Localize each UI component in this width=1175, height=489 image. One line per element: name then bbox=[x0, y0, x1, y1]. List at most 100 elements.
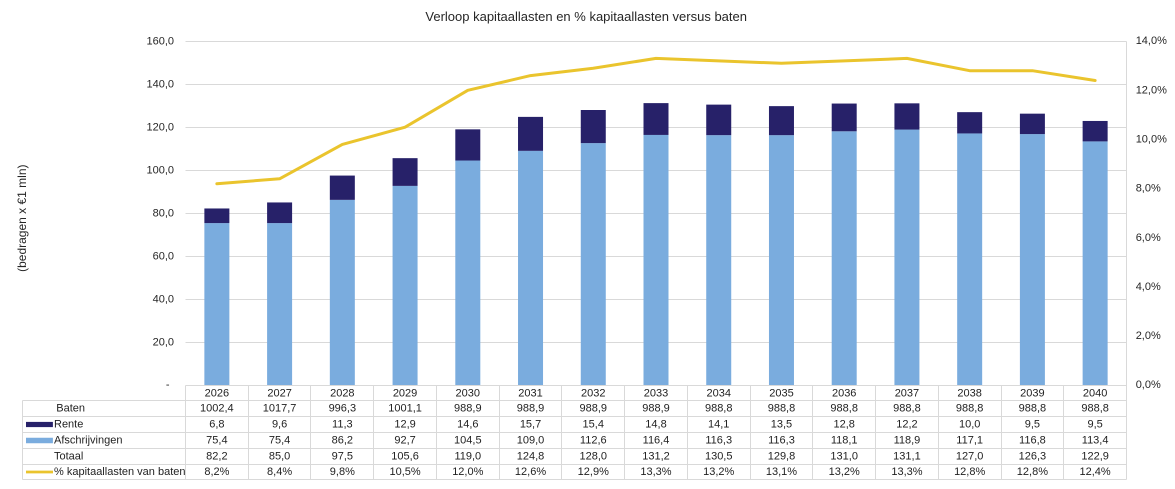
svg-text:10,0: 10,0 bbox=[959, 419, 980, 431]
svg-text:14,8: 14,8 bbox=[645, 419, 666, 431]
svg-text:12,8: 12,8 bbox=[833, 419, 854, 431]
svg-text:105,6: 105,6 bbox=[391, 451, 419, 463]
svg-text:4,0%: 4,0% bbox=[1136, 281, 1161, 293]
svg-text:15,4: 15,4 bbox=[583, 419, 604, 431]
svg-text:112,6: 112,6 bbox=[580, 435, 607, 447]
svg-text:2031: 2031 bbox=[518, 388, 542, 400]
svg-text:104,5: 104,5 bbox=[454, 435, 482, 447]
svg-text:118,9: 118,9 bbox=[894, 435, 921, 447]
svg-text:2036: 2036 bbox=[832, 388, 856, 400]
svg-text:131,1: 131,1 bbox=[893, 451, 921, 463]
svg-text:988,8: 988,8 bbox=[768, 403, 796, 415]
svg-text:10,5%: 10,5% bbox=[389, 466, 420, 478]
svg-text:131,0: 131,0 bbox=[830, 451, 858, 463]
svg-text:160,0: 160,0 bbox=[146, 36, 174, 48]
svg-text:15,7: 15,7 bbox=[520, 419, 541, 431]
svg-text:124,8: 124,8 bbox=[517, 451, 545, 463]
svg-text:12,4%: 12,4% bbox=[1080, 466, 1111, 478]
svg-text:2039: 2039 bbox=[1020, 388, 1044, 400]
svg-text:-: - bbox=[166, 379, 170, 391]
svg-text:126,3: 126,3 bbox=[1019, 451, 1047, 463]
svg-text:85,0: 85,0 bbox=[269, 451, 290, 463]
svg-text:Afschrijvingen: Afschrijvingen bbox=[54, 435, 122, 447]
svg-text:60,0: 60,0 bbox=[153, 251, 174, 263]
svg-text:988,8: 988,8 bbox=[830, 403, 858, 415]
svg-text:140,0: 140,0 bbox=[146, 79, 174, 91]
svg-text:9,5: 9,5 bbox=[1025, 419, 1040, 431]
svg-text:14,6: 14,6 bbox=[457, 419, 478, 431]
svg-text:988,8: 988,8 bbox=[1019, 403, 1047, 415]
svg-text:12,9: 12,9 bbox=[394, 419, 415, 431]
svg-text:6,8: 6,8 bbox=[209, 419, 224, 431]
svg-text:988,8: 988,8 bbox=[1081, 403, 1109, 415]
svg-text:9,5: 9,5 bbox=[1087, 419, 1102, 431]
svg-text:% kapitaallasten van baten: % kapitaallasten van baten bbox=[54, 466, 185, 478]
svg-text:988,9: 988,9 bbox=[580, 403, 608, 415]
svg-text:13,1%: 13,1% bbox=[766, 466, 797, 478]
svg-text:117,1: 117,1 bbox=[956, 435, 983, 447]
svg-text:13,2%: 13,2% bbox=[703, 466, 734, 478]
svg-text:2037: 2037 bbox=[895, 388, 919, 400]
svg-text:116,8: 116,8 bbox=[1019, 435, 1046, 447]
svg-text:988,8: 988,8 bbox=[705, 403, 733, 415]
svg-text:9,6: 9,6 bbox=[272, 419, 287, 431]
svg-text:12,8%: 12,8% bbox=[1017, 466, 1048, 478]
svg-text:116,4: 116,4 bbox=[643, 435, 670, 447]
svg-text:1002,4: 1002,4 bbox=[200, 403, 234, 415]
svg-text:2,0%: 2,0% bbox=[1136, 330, 1161, 342]
svg-text:75,4: 75,4 bbox=[206, 435, 227, 447]
svg-text:Totaal: Totaal bbox=[54, 451, 83, 463]
svg-text:2027: 2027 bbox=[267, 388, 291, 400]
svg-text:Verloop kapitaallasten en % ka: Verloop kapitaallasten en % kapitaallast… bbox=[425, 9, 747, 24]
svg-text:1001,1: 1001,1 bbox=[388, 403, 422, 415]
svg-text:Baten: Baten bbox=[56, 403, 85, 415]
svg-text:988,8: 988,8 bbox=[893, 403, 921, 415]
svg-text:988,9: 988,9 bbox=[454, 403, 482, 415]
svg-text:20,0: 20,0 bbox=[153, 337, 174, 349]
svg-text:100,0: 100,0 bbox=[146, 165, 174, 177]
svg-text:996,3: 996,3 bbox=[329, 403, 357, 415]
svg-text:2033: 2033 bbox=[644, 388, 668, 400]
svg-text:988,8: 988,8 bbox=[956, 403, 984, 415]
svg-text:82,2: 82,2 bbox=[206, 451, 227, 463]
svg-text:2035: 2035 bbox=[769, 388, 793, 400]
svg-text:75,4: 75,4 bbox=[269, 435, 290, 447]
svg-text:130,5: 130,5 bbox=[705, 451, 733, 463]
svg-text:2032: 2032 bbox=[581, 388, 605, 400]
svg-text:12,9%: 12,9% bbox=[578, 466, 609, 478]
svg-text:12,6%: 12,6% bbox=[515, 466, 546, 478]
svg-text:12,0%: 12,0% bbox=[1136, 84, 1167, 96]
svg-text:14,0%: 14,0% bbox=[1136, 35, 1167, 47]
svg-text:116,3: 116,3 bbox=[768, 435, 795, 447]
svg-text:Rente: Rente bbox=[54, 419, 83, 431]
svg-text:13,3%: 13,3% bbox=[640, 466, 671, 478]
svg-text:2029: 2029 bbox=[393, 388, 417, 400]
svg-text:131,2: 131,2 bbox=[642, 451, 670, 463]
svg-text:120,0: 120,0 bbox=[146, 122, 174, 134]
svg-text:13,5: 13,5 bbox=[771, 419, 792, 431]
svg-text:97,5: 97,5 bbox=[332, 451, 353, 463]
svg-text:2034: 2034 bbox=[706, 388, 730, 400]
svg-text:10,0%: 10,0% bbox=[1136, 134, 1167, 146]
svg-text:12,8%: 12,8% bbox=[954, 466, 985, 478]
svg-text:11,3: 11,3 bbox=[332, 419, 353, 431]
svg-text:14,1: 14,1 bbox=[708, 419, 729, 431]
svg-text:116,3: 116,3 bbox=[705, 435, 732, 447]
svg-text:1017,7: 1017,7 bbox=[263, 403, 297, 415]
svg-text:86,2: 86,2 bbox=[332, 435, 353, 447]
svg-text:2026: 2026 bbox=[205, 388, 229, 400]
svg-text:13,2%: 13,2% bbox=[829, 466, 860, 478]
svg-text:2028: 2028 bbox=[330, 388, 354, 400]
svg-text:(bedragen x €1 mln): (bedragen x €1 mln) bbox=[15, 165, 29, 272]
svg-text:129,8: 129,8 bbox=[768, 451, 796, 463]
svg-text:92,7: 92,7 bbox=[394, 435, 415, 447]
svg-text:80,0: 80,0 bbox=[153, 208, 174, 220]
svg-text:128,0: 128,0 bbox=[580, 451, 608, 463]
svg-text:0,0%: 0,0% bbox=[1136, 379, 1161, 391]
svg-text:40,0: 40,0 bbox=[153, 294, 174, 306]
svg-text:127,0: 127,0 bbox=[956, 451, 984, 463]
svg-text:113,4: 113,4 bbox=[1082, 435, 1109, 447]
svg-text:6,0%: 6,0% bbox=[1136, 232, 1161, 244]
svg-text:13,3%: 13,3% bbox=[891, 466, 922, 478]
svg-text:8,2%: 8,2% bbox=[204, 466, 229, 478]
